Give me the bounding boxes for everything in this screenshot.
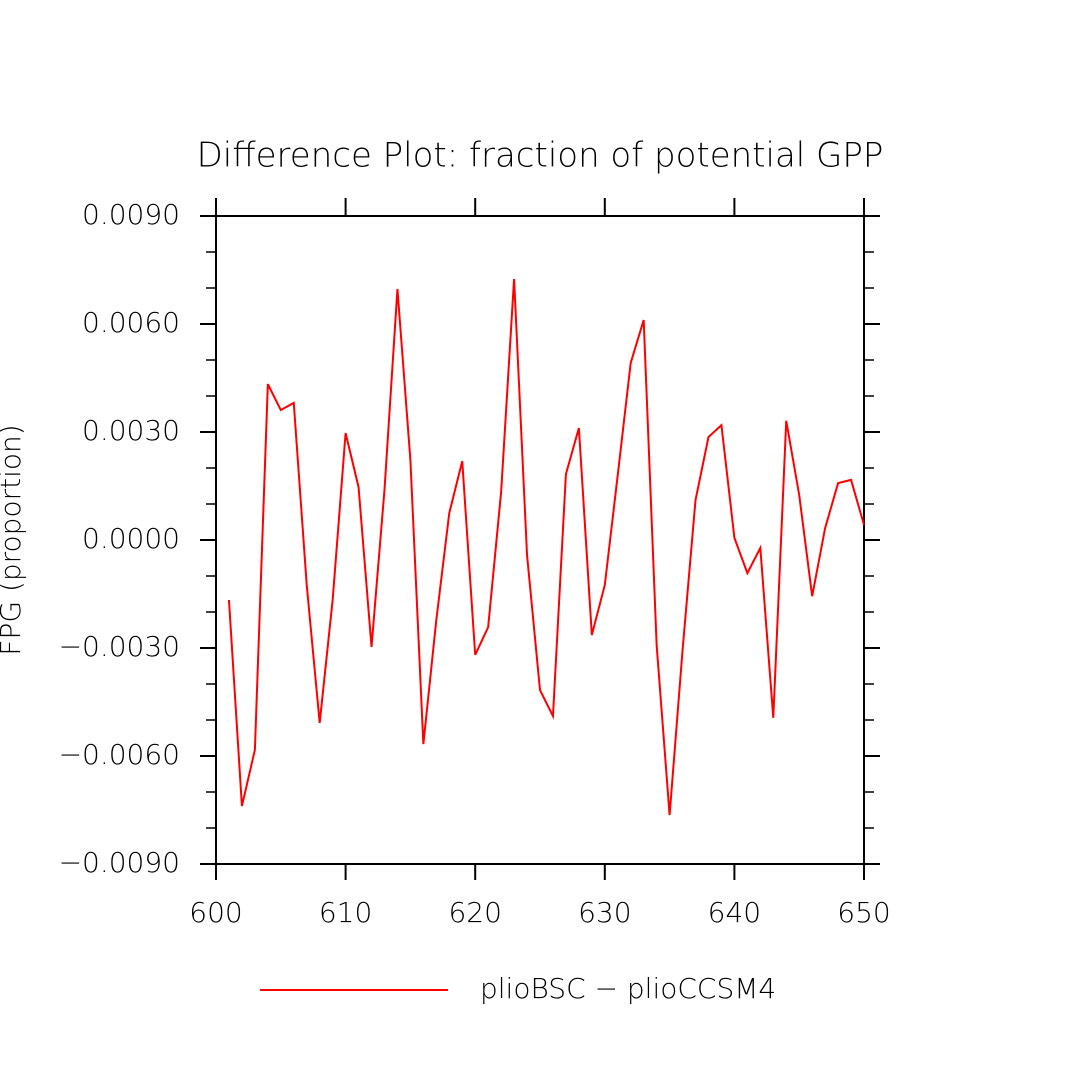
y-tick-label: 0.0000 (82, 522, 180, 555)
y-tick-label: 0.0030 (82, 414, 180, 447)
x-tick-label: 630 (578, 896, 631, 929)
x-tick-label: 600 (189, 896, 242, 929)
chart-title: Difference Plot: fraction of potential G… (197, 136, 884, 176)
x-tick-label: 610 (319, 896, 372, 929)
legend-label: plioBSC − plioCCSM4 (480, 972, 776, 1005)
y-axis-label: FPG (proportion) (0, 424, 27, 655)
x-tick-label: 640 (708, 896, 761, 929)
y-tick-label: −0.0090 (59, 846, 180, 879)
data-line (227, 278, 865, 816)
x-tick-label: 650 (837, 896, 890, 929)
y-tick-label: −0.0030 (59, 630, 180, 663)
x-tick-label: 620 (448, 896, 501, 929)
y-tick-label: 0.0090 (82, 198, 180, 231)
y-tick-label: −0.0060 (59, 738, 180, 771)
y-tick-label: 0.0060 (82, 306, 180, 339)
plot-frame (215, 215, 865, 865)
